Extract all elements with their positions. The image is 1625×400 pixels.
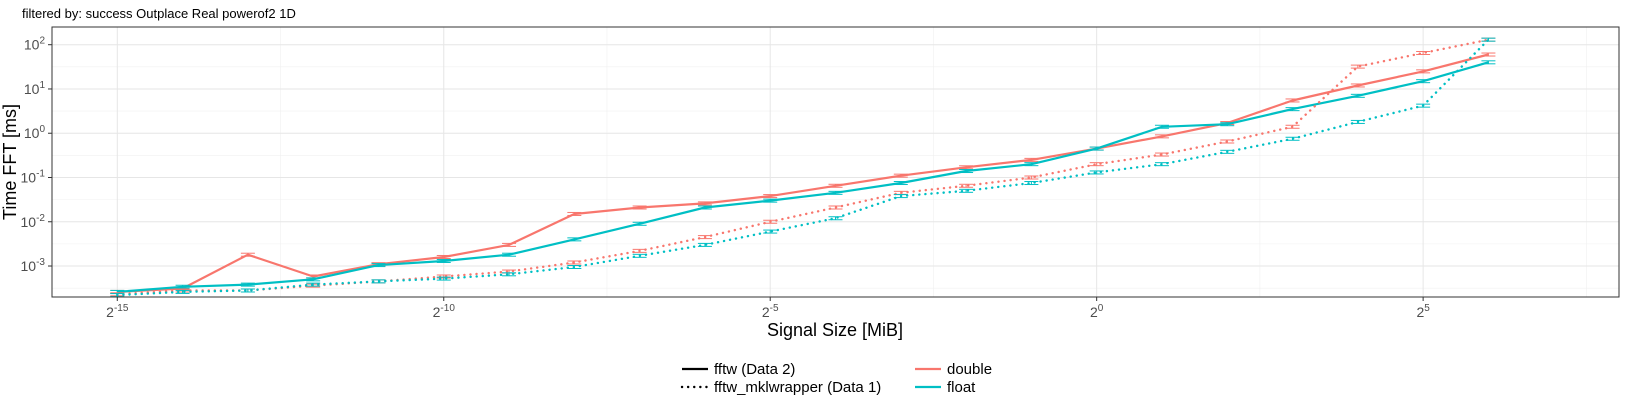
data-point	[697, 235, 712, 240]
legend-label-fftw: fftw (Data 2)	[714, 361, 795, 378]
data-point	[959, 165, 974, 170]
legend: fftw (Data 2) fftw_mklwrapper (Data 1) d…	[680, 361, 992, 396]
data-point	[502, 272, 517, 277]
data-point	[436, 258, 451, 263]
y-tick-label: 10-2	[21, 213, 46, 230]
series-line-2	[116, 38, 1490, 296]
data-point	[1220, 122, 1235, 127]
data-point	[1154, 134, 1169, 139]
data-point	[175, 284, 190, 289]
data-point	[828, 190, 843, 195]
data-point	[1285, 136, 1300, 141]
y-tick-label: 100	[24, 124, 46, 141]
data-point	[1220, 149, 1235, 154]
data-point	[1024, 181, 1039, 186]
data-point	[1154, 124, 1169, 129]
data-point	[632, 253, 647, 258]
y-tick-label: 102	[24, 36, 46, 53]
data-point	[1350, 83, 1365, 88]
data-point	[632, 205, 647, 210]
data-point	[828, 183, 843, 188]
series-line-0	[117, 53, 1489, 293]
data-point	[1024, 175, 1039, 180]
data-point	[632, 248, 647, 253]
series-line-3	[116, 38, 1490, 297]
y-tick-label: 10-3	[21, 257, 46, 274]
legend-label-fftw-mklwrapper: fftw_mklwrapper (Data 1)	[714, 379, 881, 396]
data-point	[959, 188, 974, 193]
data-point	[1416, 50, 1431, 55]
data-point	[828, 216, 843, 221]
data-point	[1089, 146, 1104, 151]
data-point	[436, 254, 451, 259]
legend-label-float: float	[947, 379, 976, 396]
data-point	[1350, 64, 1365, 69]
data-point	[959, 183, 974, 188]
axes: 2-15 2-10 2-5 20 25 10-3 10-2 10-1 100 101 102	[21, 36, 1431, 320]
data-point	[371, 279, 386, 284]
data-point	[1024, 157, 1039, 162]
data-point	[1285, 98, 1300, 103]
data-point	[436, 276, 451, 281]
data-point	[1481, 52, 1496, 57]
data-point	[502, 252, 517, 257]
data-point	[1089, 170, 1104, 175]
data-point	[1350, 119, 1365, 124]
x-axis-title: Signal Size [MiB]	[767, 320, 903, 340]
data-point	[697, 205, 712, 210]
data-point	[959, 169, 974, 174]
data-point	[240, 288, 255, 293]
data-point	[567, 211, 582, 216]
y-tick-label: 101	[24, 80, 46, 97]
data-point	[1154, 162, 1169, 167]
data-point	[1285, 107, 1300, 112]
y-tick-label: 10-1	[21, 168, 46, 185]
data-point	[632, 221, 647, 226]
data-point	[828, 205, 843, 210]
data-point	[240, 252, 255, 257]
x-tick-label: 2-10	[433, 303, 456, 320]
data-point	[110, 293, 125, 298]
data-point	[175, 289, 190, 294]
plot-border	[51, 26, 1620, 298]
data-point	[1481, 60, 1496, 65]
data-point	[502, 242, 517, 247]
data-point	[567, 237, 582, 242]
data-point	[763, 229, 778, 234]
data-point	[567, 265, 582, 270]
data-point	[1220, 139, 1235, 144]
data-point	[893, 173, 908, 178]
data-point	[1416, 79, 1431, 84]
data-point	[1024, 162, 1039, 167]
data-point	[763, 198, 778, 203]
y-axis-title: Time FFT [ms]	[0, 104, 20, 220]
data-point	[763, 194, 778, 199]
chart-subtitle: filtered by: success Outplace Real power…	[22, 6, 296, 21]
data-point	[1481, 37, 1496, 42]
data-point	[1416, 103, 1431, 108]
data-point	[893, 181, 908, 186]
data-point	[697, 201, 712, 206]
x-tick-label: 25	[1416, 303, 1430, 320]
data-point	[1416, 69, 1431, 74]
data-point	[240, 282, 255, 287]
data-point	[1350, 93, 1365, 98]
data-point	[893, 194, 908, 199]
plot-area	[52, 27, 1619, 298]
series-line-1	[117, 61, 1489, 293]
data-point	[1154, 152, 1169, 157]
x-tick-label: 20	[1090, 303, 1104, 320]
data-point	[1285, 124, 1300, 129]
data-point	[697, 242, 712, 247]
data-point	[1089, 162, 1104, 167]
legend-label-double: double	[947, 361, 992, 378]
x-tick-label: 2-5	[762, 303, 779, 320]
x-tick-label: 2-15	[106, 303, 129, 320]
data-point	[371, 263, 386, 268]
data-point	[763, 219, 778, 224]
data-point	[567, 260, 582, 265]
data-point	[306, 282, 321, 287]
data-point	[306, 277, 321, 282]
